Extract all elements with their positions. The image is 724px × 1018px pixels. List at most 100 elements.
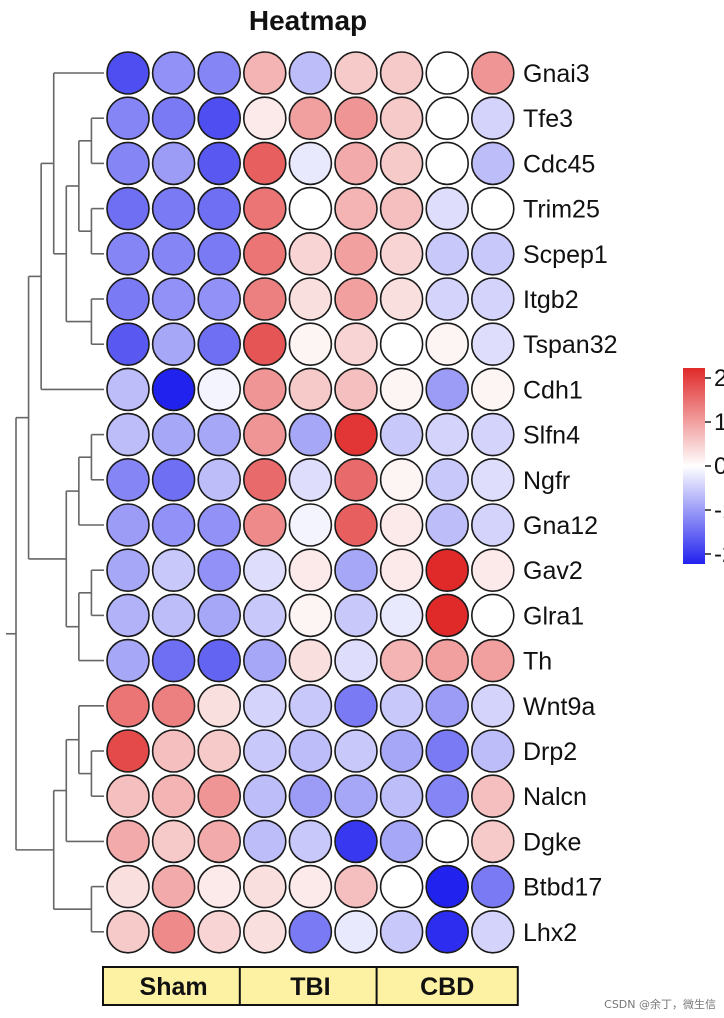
cell-btbd17-4 — [242, 864, 287, 909]
cell-cdh1-9 — [470, 367, 515, 412]
row-label-ngfr: Ngfr — [523, 467, 570, 495]
row-dendrogram — [6, 72, 104, 933]
cell-cdh1-2 — [151, 367, 196, 412]
cell-cdh1-7 — [379, 367, 424, 412]
cell-tspan32-2 — [151, 322, 196, 367]
row-label-itgb2: Itgb2 — [523, 286, 579, 314]
cell-itgb2-1 — [106, 277, 150, 321]
watermark: CSDN @余丁，微生信 — [604, 998, 716, 1011]
cell-glra1-2 — [151, 593, 196, 638]
cell-gna12-7 — [379, 503, 424, 547]
cell-tfe3-5 — [288, 96, 333, 140]
cell-itgb2-7 — [379, 277, 424, 321]
cell-gav2-4 — [242, 548, 287, 593]
cell-trim25-1 — [106, 186, 150, 231]
cell-gnai3-2 — [151, 51, 196, 95]
cell-gnai3-6 — [334, 51, 378, 95]
legend-tick-label: 1 — [714, 409, 724, 436]
cell-tfe3-2 — [151, 96, 196, 140]
cell-scpep1-6 — [334, 232, 378, 276]
cell-lhx2-2 — [151, 909, 196, 954]
cell-slfn4-2 — [151, 412, 196, 457]
cell-gav2-3 — [197, 548, 241, 593]
cell-scpep1-9 — [470, 232, 515, 276]
cell-wnt9a-8 — [425, 683, 470, 728]
cell-tspan32-6 — [334, 322, 378, 367]
cell-glra1-4 — [242, 593, 287, 638]
cell-gna12-1 — [106, 503, 150, 547]
cell-dgke-3 — [197, 819, 241, 864]
row-label-dgke: Dgke — [523, 828, 581, 856]
cell-gnai3-1 — [106, 51, 150, 95]
cell-nalcn-8 — [425, 774, 470, 819]
row-label-cdh1: Cdh1 — [523, 376, 583, 404]
group-box-tbi — [238, 966, 382, 1006]
cell-btbd17-2 — [151, 864, 196, 909]
cell-scpep1-2 — [151, 232, 196, 276]
group-label-tbi: TBI — [290, 973, 330, 1001]
cell-nalcn-9 — [470, 774, 515, 819]
cell-tfe3-3 — [197, 96, 241, 140]
cell-trim25-4 — [242, 186, 287, 231]
cell-gnai3-9 — [470, 51, 515, 95]
cell-gnai3-3 — [197, 51, 241, 95]
cell-gav2-7 — [379, 548, 424, 593]
cell-glra1-3 — [197, 593, 241, 638]
cell-itgb2-9 — [470, 277, 515, 321]
cell-gav2-1 — [106, 548, 150, 593]
cell-lhx2-7 — [379, 909, 424, 954]
legend-tick-label: 0 — [714, 453, 724, 480]
cell-th-4 — [242, 638, 287, 683]
cell-glra1-9 — [470, 593, 515, 638]
cell-th-2 — [151, 638, 196, 683]
cell-drp2-6 — [334, 729, 378, 773]
cell-cdc45-9 — [470, 141, 515, 186]
row-label-glra1: Glra1 — [523, 602, 584, 630]
row-label-scpep1: Scpep1 — [523, 241, 608, 269]
cell-tspan32-8 — [425, 322, 470, 367]
cell-cdh1-1 — [106, 367, 150, 412]
cell-wnt9a-9 — [470, 683, 515, 728]
cell-dgke-9 — [470, 819, 515, 864]
cell-dgke-7 — [379, 819, 424, 864]
cell-drp2-9 — [470, 729, 515, 773]
cell-scpep1-4 — [242, 232, 287, 276]
cell-tfe3-6 — [334, 96, 378, 140]
cell-cdc45-6 — [334, 141, 378, 186]
cell-trim25-7 — [379, 186, 424, 231]
cell-th-6 — [334, 638, 378, 683]
cell-btbd17-1 — [106, 864, 150, 909]
cell-cdh1-4 — [242, 367, 287, 412]
cell-wnt9a-4 — [242, 683, 287, 728]
cell-gna12-6 — [334, 503, 378, 547]
cell-lhx2-1 — [106, 909, 150, 954]
row-label-drp2: Drp2 — [523, 738, 577, 766]
cell-trim25-5 — [288, 186, 333, 231]
cell-tfe3-7 — [379, 96, 424, 140]
cell-dgke-2 — [151, 819, 196, 864]
cell-glra1-5 — [288, 593, 333, 638]
row-label-lhx2: Lhx2 — [523, 919, 577, 947]
group-labels: Sham TBI CBD — [102, 966, 519, 1006]
cell-btbd17-3 — [197, 864, 241, 909]
cell-ngfr-2 — [151, 457, 196, 502]
legend-tick-label: -1 — [714, 497, 724, 524]
cell-slfn4-8 — [425, 412, 470, 457]
cell-wnt9a-2 — [151, 683, 196, 728]
row-labels: Gnai3 Tfe3 Cdc45 Trim25 Scpep1 Itgb2 Tspan32 Cd… — [523, 60, 618, 947]
cell-drp2-2 — [151, 729, 196, 773]
cell-nalcn-2 — [151, 774, 196, 819]
cell-gnai3-7 — [379, 51, 424, 95]
cell-cdc45-5 — [288, 141, 333, 186]
cell-lhx2-3 — [197, 909, 241, 954]
cell-drp2-5 — [288, 729, 333, 773]
row-label-gav2: Gav2 — [523, 557, 583, 585]
cell-tspan32-1 — [106, 322, 150, 367]
group-label-sham: Sham — [140, 973, 208, 1001]
cell-gna12-3 — [197, 503, 241, 547]
cell-dgke-8 — [425, 819, 470, 864]
cell-gav2-9 — [470, 548, 515, 593]
cell-gnai3-4 — [242, 51, 287, 95]
cell-th-9 — [470, 638, 515, 683]
